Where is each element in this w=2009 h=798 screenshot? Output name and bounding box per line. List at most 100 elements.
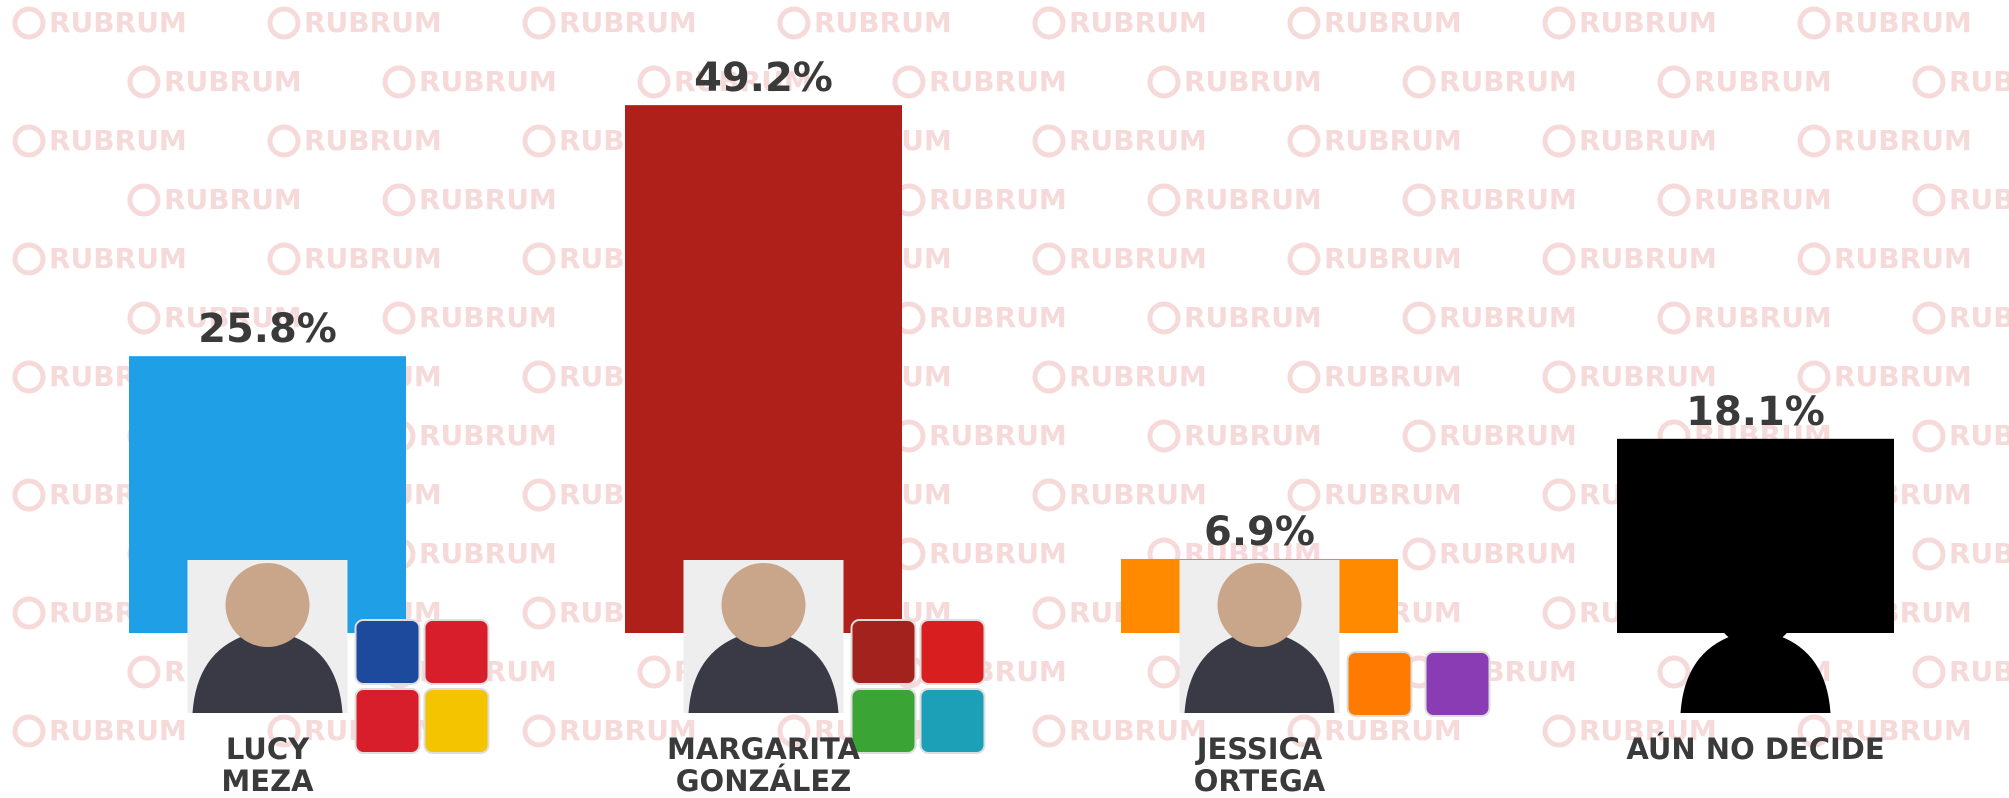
party-logo <box>850 619 917 685</box>
watermark-text: RUBRUM <box>1694 183 1832 216</box>
watermark-icon <box>1147 419 1181 453</box>
watermark-icon <box>12 242 46 276</box>
watermark-icon <box>1147 655 1181 689</box>
watermark-text: RUBRUM <box>1184 419 1322 452</box>
watermark-icon <box>1912 65 1946 99</box>
watermark-icon <box>382 301 416 335</box>
watermark-icon <box>267 714 301 748</box>
watermark-icon <box>1542 360 1576 394</box>
watermark-icon <box>1912 183 1946 217</box>
watermark-text: RUBRUM <box>1834 360 1972 393</box>
candidate-photo <box>1680 563 1831 713</box>
watermark-icon <box>1032 242 1066 276</box>
watermark-text: RUBRUM <box>559 714 697 747</box>
watermark-icon <box>1287 242 1321 276</box>
watermark-icon <box>522 6 556 40</box>
watermark-icon <box>1542 124 1576 158</box>
party-logo <box>919 619 986 685</box>
watermark-text: RUBRUM <box>1324 478 1462 511</box>
watermark-text: RUBRUM <box>929 301 1067 334</box>
watermark-icon <box>12 124 46 158</box>
watermark-text: RUBRUM <box>1069 714 1207 747</box>
watermark-icon <box>522 596 556 630</box>
watermark-text: RUBRUM <box>49 714 187 747</box>
category-label: MARGARITA GONZÁLEZ <box>667 732 860 798</box>
watermark-icon <box>12 596 46 630</box>
watermark-icon <box>1912 655 1946 689</box>
watermark-icon <box>382 183 416 217</box>
watermark-icon <box>1542 478 1576 512</box>
watermark-text: RUBRUM <box>164 183 302 216</box>
watermark-text: RUBRUM <box>929 183 1067 216</box>
watermark-icon <box>1657 301 1691 335</box>
watermark-text: RUBRUM <box>929 419 1067 452</box>
watermark-text: RUBRUM <box>1694 65 1832 98</box>
value-label: 25.8% <box>198 306 337 352</box>
watermark-text: RUBRUM <box>1834 242 1972 275</box>
watermark-text: RUBRUM <box>1324 360 1462 393</box>
watermark-text: RUBRUM <box>304 124 442 157</box>
watermark-icon <box>637 65 671 99</box>
watermark-icon <box>127 65 161 99</box>
watermark-icon <box>1287 714 1321 748</box>
photo-head <box>225 563 310 647</box>
watermark-text: RUBRUM <box>304 6 442 39</box>
candidate-photo <box>187 560 348 713</box>
watermark-text: RUBRUM <box>1324 714 1462 747</box>
watermark-icon <box>1032 124 1066 158</box>
watermark-text: RUBRUM <box>1439 65 1577 98</box>
watermark-icon <box>1402 419 1436 453</box>
watermark-text: RUBRUM <box>419 537 557 570</box>
watermark-text: RUBRUM <box>1579 714 1717 747</box>
photo-body <box>1184 630 1335 713</box>
watermark-icon <box>1657 655 1691 689</box>
watermark-text: RUBRUM <box>1324 6 1462 39</box>
watermark-icon <box>382 65 416 99</box>
watermark-text: RUBRUM <box>1069 478 1207 511</box>
watermark-text: RUBRUM <box>49 242 187 275</box>
watermark-text: RUBRUM <box>49 6 187 39</box>
watermark-text: RUBRUM <box>164 65 302 98</box>
watermark-icon <box>12 478 46 512</box>
party-logo <box>1346 651 1413 717</box>
photo-head <box>1713 563 1798 647</box>
photo-head <box>1217 563 1302 647</box>
watermark-text: RUBRUM <box>1694 301 1832 334</box>
watermark-text: RUBRUM <box>1949 301 2009 334</box>
watermark-text: RUBRUM <box>1834 6 1972 39</box>
watermark-text: RUBRUM <box>1069 6 1207 39</box>
watermark-text: RUBRUM <box>1324 124 1462 157</box>
watermark-icon <box>777 714 811 748</box>
party-logo <box>919 688 986 754</box>
value-label: 18.1% <box>1686 389 1825 435</box>
candidate-photo <box>1179 560 1340 713</box>
watermark-text: RUBRUM <box>674 65 812 98</box>
watermark-icon <box>1147 301 1181 335</box>
party-logo <box>850 688 917 754</box>
watermark-icon <box>522 714 556 748</box>
watermark-icon <box>1797 242 1831 276</box>
watermark-text: RUBRUM <box>929 65 1067 98</box>
watermark-icon <box>127 301 161 335</box>
candidate-photo <box>683 560 844 713</box>
watermark-text: RUBRUM <box>1439 419 1577 452</box>
value-label: 49.2% <box>694 55 833 101</box>
watermark-text: RUBRUM <box>1949 65 2009 98</box>
watermark-icon <box>1402 537 1436 571</box>
watermark-icon <box>892 65 926 99</box>
watermark-text: RUBRUM <box>164 301 302 334</box>
watermark-icon <box>1912 301 1946 335</box>
watermark-icon <box>1147 183 1181 217</box>
watermark-text: RUBRUM <box>1834 714 1972 747</box>
watermark-text: RUBRUM <box>559 6 697 39</box>
watermark-icon <box>1542 6 1576 40</box>
category-label: LUCY MEZA <box>221 732 314 798</box>
watermark-icon <box>522 360 556 394</box>
watermark-icon <box>1287 6 1321 40</box>
watermark-text: RUBRUM <box>1579 6 1717 39</box>
watermark-text: RUBRUM <box>419 65 557 98</box>
watermark-icon <box>267 124 301 158</box>
watermark-icon <box>1032 596 1066 630</box>
